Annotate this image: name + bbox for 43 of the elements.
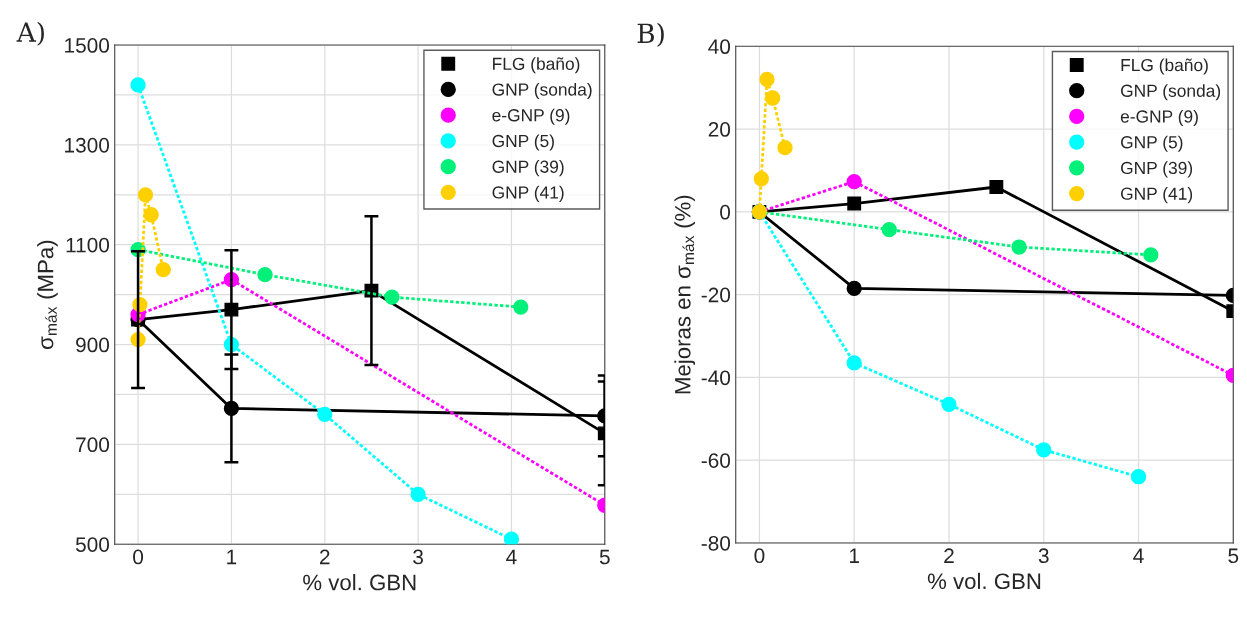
y-tick-label: -80 xyxy=(701,535,731,551)
x-tick-label: 3 xyxy=(413,549,423,565)
x-tick-label: 0 xyxy=(754,548,765,564)
x-tick-label: 3 xyxy=(1038,548,1049,564)
x-tick-label: 4 xyxy=(506,549,517,565)
x-tick-label: 1 xyxy=(227,549,237,565)
x-tick-label: 4 xyxy=(1133,548,1144,563)
y-tick-label: 1500 xyxy=(65,38,110,53)
y-tick-label: 500 xyxy=(75,537,110,552)
y-tick-label: -20 xyxy=(701,287,731,303)
legend-label: GNP (39) xyxy=(1121,161,1193,178)
x-tick-label: 2 xyxy=(320,549,330,565)
legend-label: GNP (41) xyxy=(1121,187,1193,204)
legend-label: GNP (5) xyxy=(1121,135,1183,152)
chart-title: A) xyxy=(16,21,44,46)
x-tick-label: 5 xyxy=(1228,548,1239,564)
y-tick-label: 700 xyxy=(76,437,110,453)
y-tick-label: 900 xyxy=(76,337,110,353)
legend-label: GNP (5) xyxy=(492,134,554,151)
legend-label: e-GNP (9) xyxy=(1120,109,1198,127)
y-tick-label: 1300 xyxy=(65,137,110,153)
y-tick-label: 40 xyxy=(708,39,731,55)
chart-title: B) xyxy=(637,22,664,48)
x-tick-label: 1 xyxy=(849,548,859,563)
legend-label: FLG (baño) xyxy=(1121,58,1208,75)
y-axis-title: Mejoras en σ$_{máx}$ (%) xyxy=(674,195,696,394)
x-tick-label: 0 xyxy=(133,549,144,565)
legend-label: GNP (sonda) xyxy=(1121,84,1221,101)
y-axis-title: σ$_{máx}$ (MPa) xyxy=(37,240,58,350)
legend-label: GNP (sonda) xyxy=(492,82,592,100)
x-axis-title: % vol. GBN xyxy=(927,572,1041,590)
legend-label: e-GNP (9) xyxy=(492,108,570,125)
y-tick-label: -60 xyxy=(701,453,731,468)
legend-label: FLG (baño) xyxy=(493,57,580,74)
x-tick-label: 2 xyxy=(944,548,954,563)
y-tick-label: 1100 xyxy=(66,237,110,253)
x-axis-title: % vol. GBN xyxy=(303,574,416,591)
y-tick-label: 20 xyxy=(708,122,731,137)
legend-label: GNP (41) xyxy=(492,185,564,203)
legend-label: GNP (39) xyxy=(492,160,564,177)
y-tick-label: -40 xyxy=(701,370,731,386)
y-tick-label: 0 xyxy=(720,204,731,220)
x-tick-label: 5 xyxy=(599,549,610,565)
